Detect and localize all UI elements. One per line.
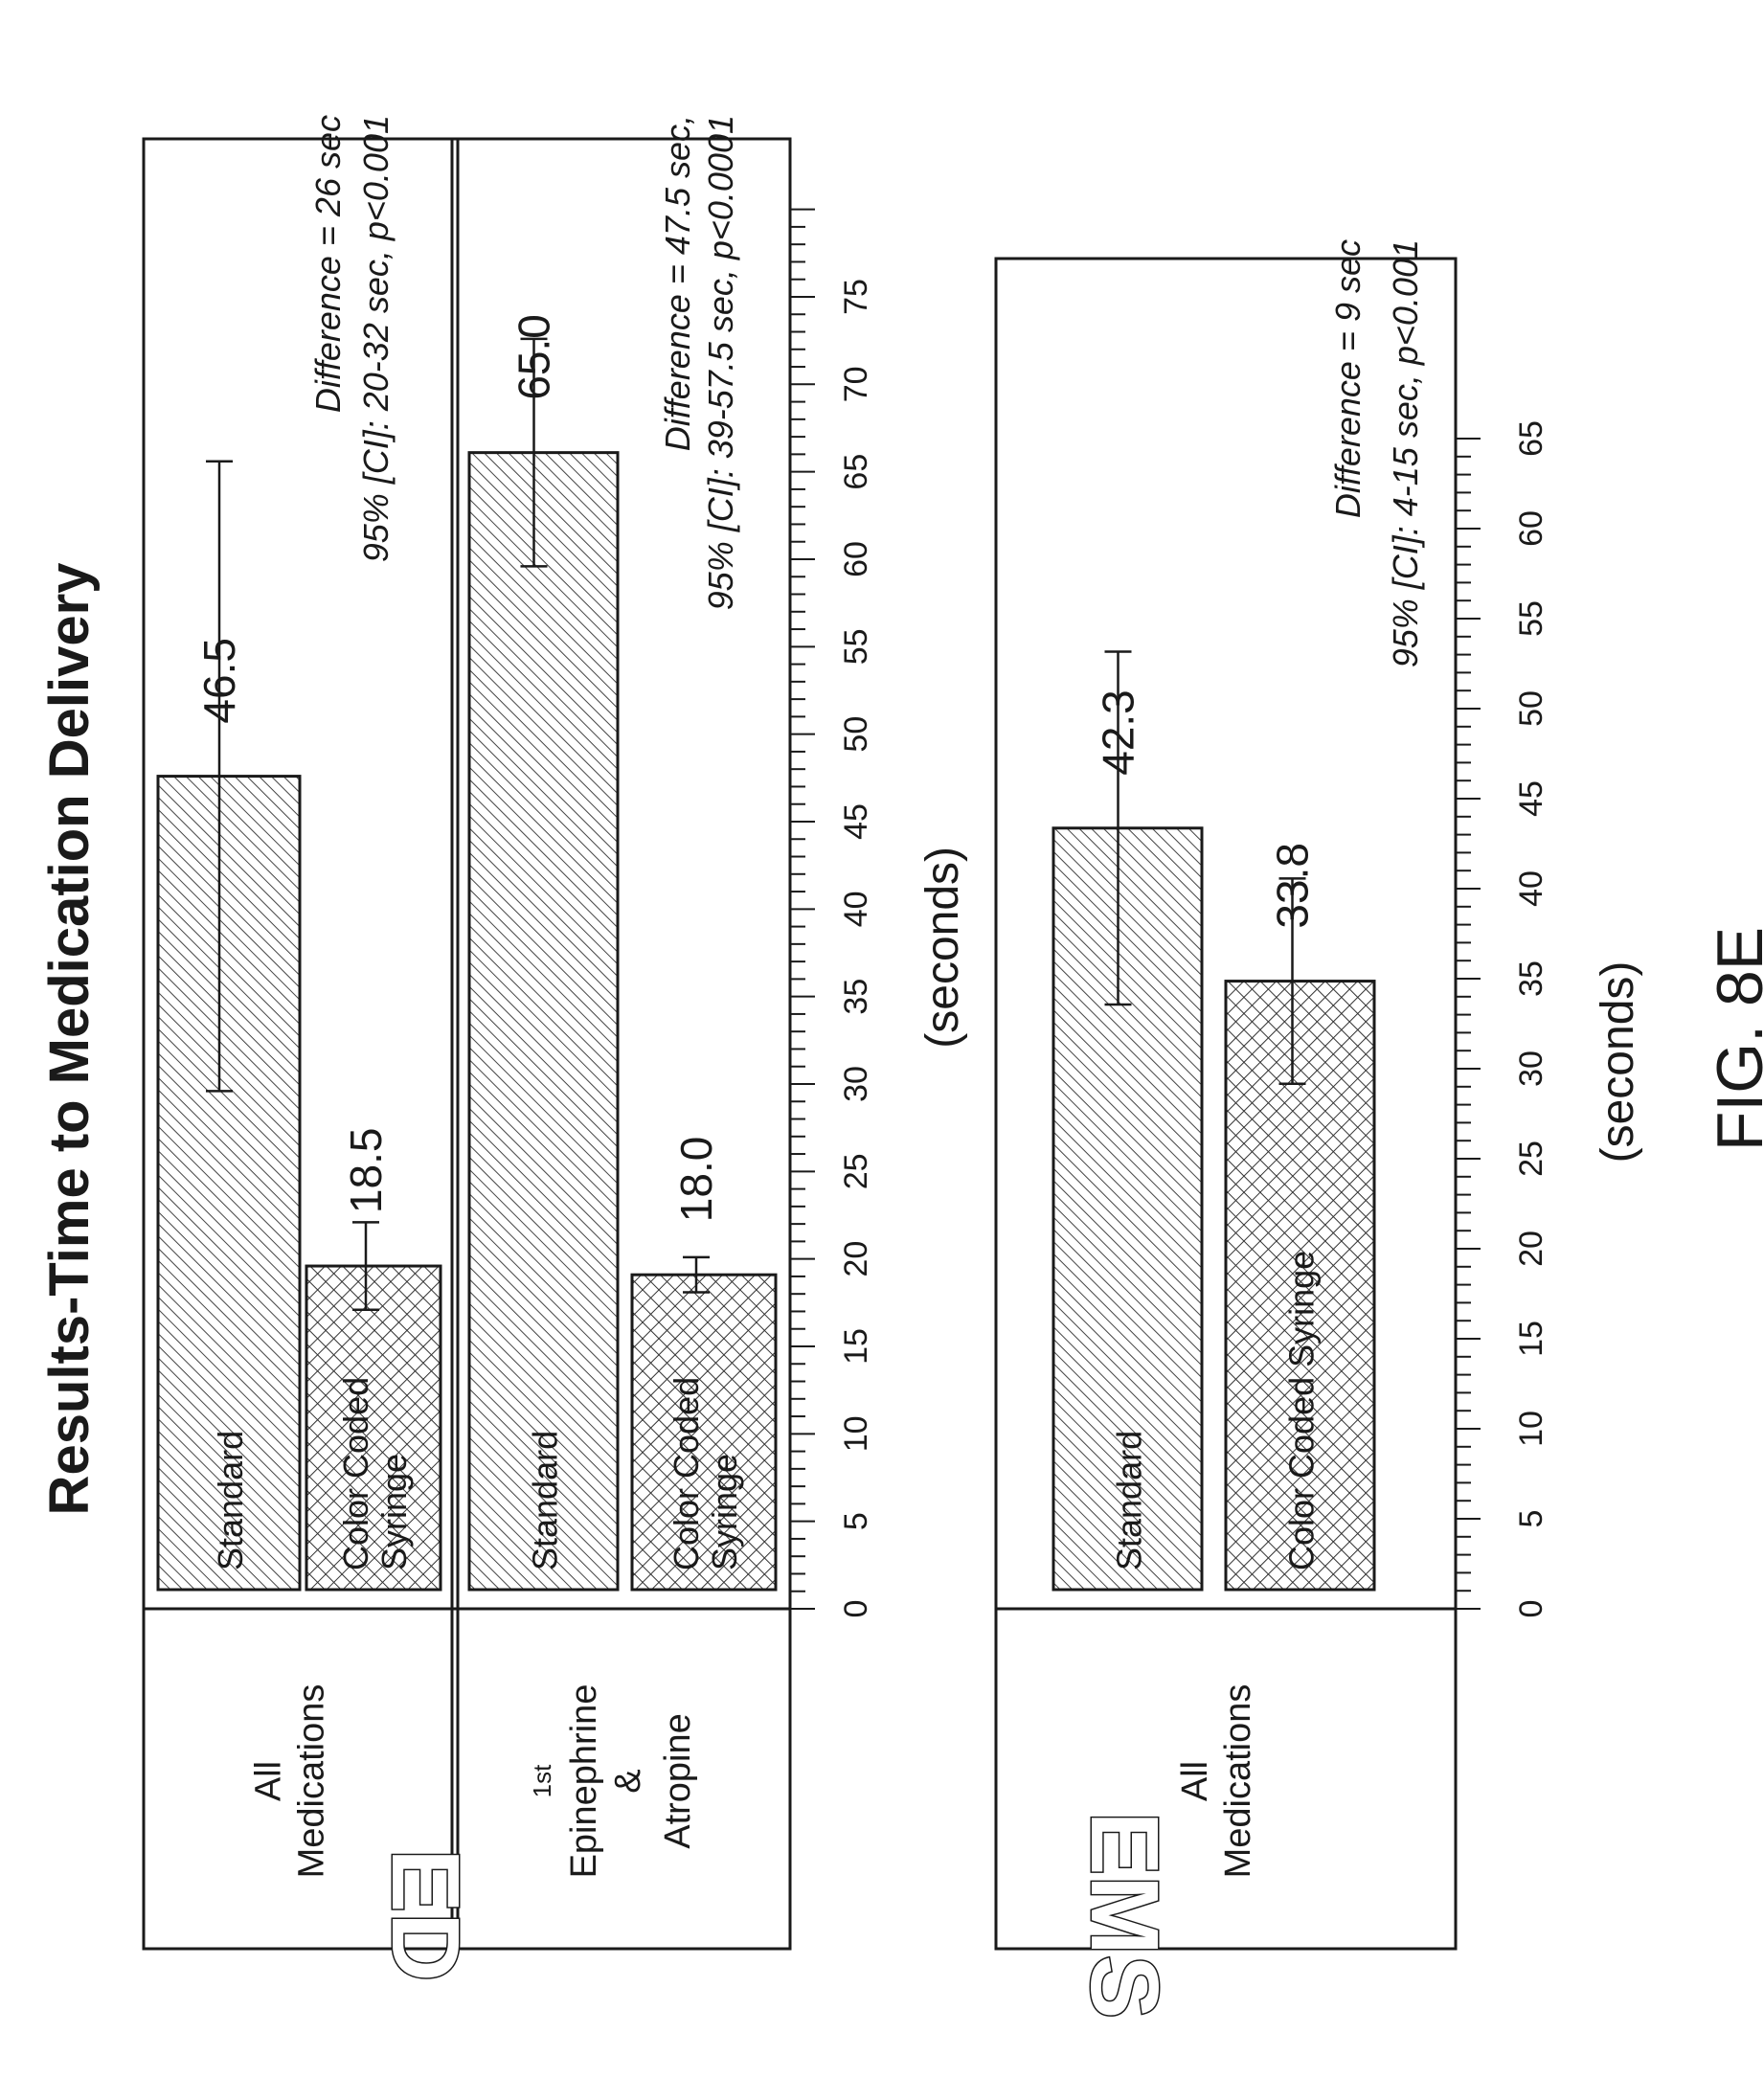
- x-tick-label: 35: [1513, 960, 1549, 997]
- x-tick-label: 40: [1513, 870, 1549, 907]
- x-tick-label: 40: [838, 891, 874, 927]
- row-label-line: Medications: [1218, 1684, 1258, 1879]
- x-axis-label: (seconds): [917, 847, 968, 1049]
- row-label-line: Epinephrine: [564, 1684, 604, 1879]
- value-label: 18.5: [341, 1128, 391, 1214]
- bar-name-line: Syringe: [705, 1454, 744, 1570]
- x-tick-label: 20: [838, 1241, 874, 1277]
- x-tick-label: 35: [838, 979, 874, 1015]
- row-label-line: &: [608, 1769, 648, 1793]
- x-tick-label: 60: [1513, 510, 1549, 547]
- x-tick-label: 15: [838, 1328, 874, 1365]
- group-label-ems: EMS: [1071, 1812, 1178, 2020]
- bar-standard: [156, 775, 302, 1592]
- bar-name: Standard: [211, 1431, 250, 1570]
- x-tick-label: 0: [1513, 1600, 1549, 1618]
- group-label-ed: ED: [372, 1849, 479, 1982]
- x-tick-label: 10: [1513, 1411, 1549, 1447]
- stat-annotation: 95% [CI]: 39-57.5 sec, p<0.0001: [701, 115, 740, 610]
- x-tick-label: 20: [1513, 1231, 1549, 1267]
- x-axis-label: (seconds): [1593, 961, 1643, 1163]
- stat-annotation: 95% [CI]: 4-15 sec, p<0.001: [1386, 239, 1425, 667]
- x-tick-label: 5: [838, 1512, 874, 1530]
- value-label: 42.3: [1094, 689, 1143, 776]
- bar-name: Color Coded Syringe: [1282, 1251, 1322, 1570]
- x-tick-label: 15: [1513, 1321, 1549, 1357]
- x-tick-label: 0: [838, 1600, 874, 1618]
- x-tick-label: 5: [1513, 1510, 1549, 1528]
- row-label-line: All: [249, 1761, 289, 1801]
- value-label: 65.0: [509, 314, 559, 400]
- stat-annotation: Difference = 26 sec: [308, 115, 348, 413]
- x-tick-label: 30: [1513, 1050, 1549, 1087]
- row-label-line: 1st: [528, 1764, 556, 1797]
- stat-annotation: Difference = 47.5 sec,: [658, 115, 697, 451]
- x-tick-label: 50: [838, 716, 874, 753]
- row-label-line: Medications: [292, 1684, 332, 1879]
- bar-standard: [467, 451, 620, 1592]
- x-tick-label: 50: [1513, 690, 1549, 727]
- x-tick-label: 75: [838, 279, 874, 315]
- x-tick-label: 55: [838, 628, 874, 665]
- row-label-line: Atropine: [658, 1713, 698, 1849]
- x-tick-label: 65: [838, 454, 874, 490]
- bar-color-coded-syringe: [1224, 980, 1376, 1592]
- bar-color-coded-syringe: [305, 1264, 442, 1592]
- x-tick-label: 25: [838, 1153, 874, 1189]
- row-label-line: All: [1175, 1761, 1215, 1801]
- bar-name: Standard: [1110, 1431, 1149, 1570]
- x-tick-label: 55: [1513, 600, 1549, 637]
- x-tick-label: 65: [1513, 420, 1549, 457]
- bar-color-coded-syringe: [630, 1273, 778, 1592]
- value-label: 33.8: [1268, 843, 1318, 929]
- stat-annotation: Difference = 9 sec: [1328, 239, 1368, 518]
- x-tick-label: 70: [838, 366, 874, 402]
- value-label: 18.0: [671, 1137, 721, 1223]
- bar-standard: [1052, 826, 1204, 1592]
- bar-name-line: Color Coded: [667, 1377, 706, 1570]
- x-tick-label: 10: [838, 1415, 874, 1452]
- x-tick-label: 60: [838, 541, 874, 577]
- chart-title: Results-Time to Medication Delivery: [38, 563, 101, 1516]
- bar-name: Standard: [526, 1431, 565, 1570]
- x-tick-label: 30: [838, 1066, 874, 1102]
- x-tick-label: 25: [1513, 1141, 1549, 1177]
- bar-name-line: Syringe: [374, 1454, 414, 1570]
- x-tick-label: 45: [838, 803, 874, 840]
- bar-name-line: Color Coded: [336, 1377, 375, 1570]
- figure-label: FIG. 8E: [1704, 927, 1764, 1151]
- x-tick-label: 45: [1513, 780, 1549, 817]
- value-label: 46.5: [194, 638, 244, 724]
- stat-annotation: 95% [CI]: 20-32 sec, p<0.001: [356, 115, 396, 562]
